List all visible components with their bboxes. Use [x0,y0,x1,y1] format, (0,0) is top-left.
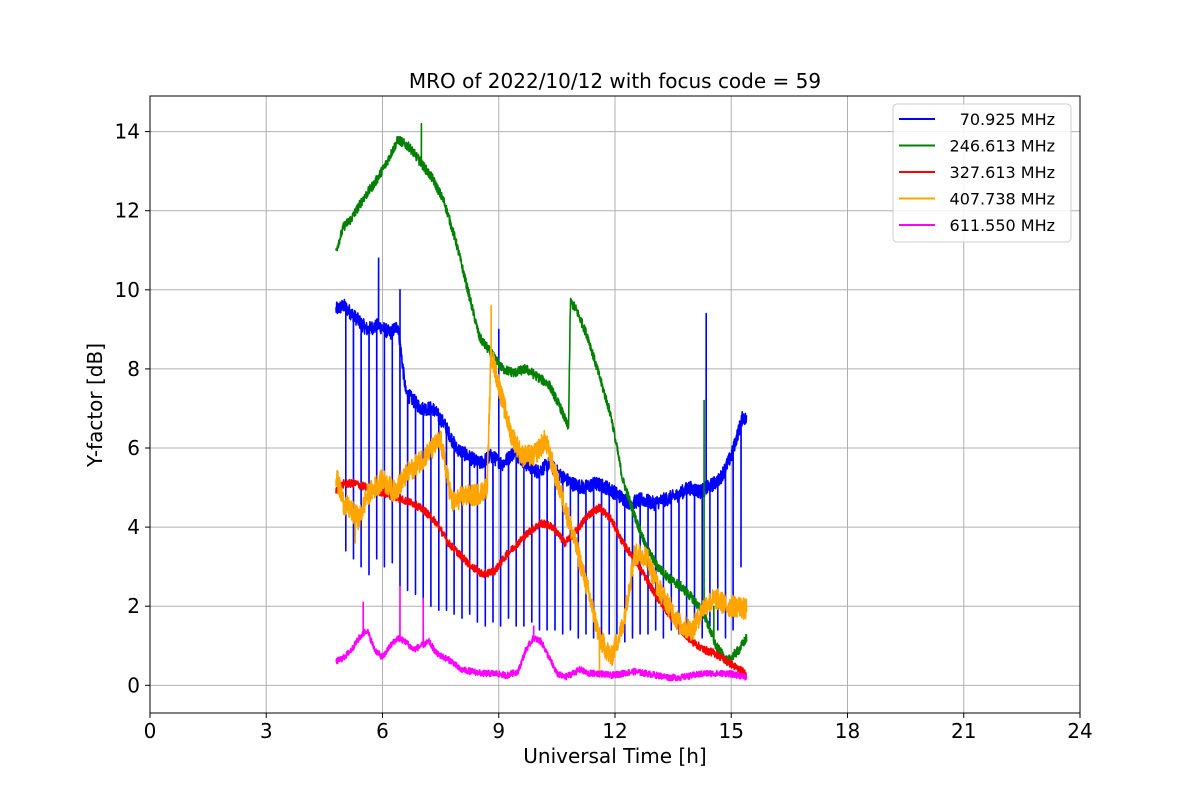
y-tick-label: 2 [127,594,140,618]
series-line-0 [335,257,748,643]
series [335,122,748,682]
y-tick-label: 8 [127,357,140,381]
series-line-1 [335,122,748,667]
legend: 70.925 MHz 246.613 MHz 327.613 MHz 407.738 … [892,103,1072,243]
x-tick-label: 0 [144,719,157,743]
chart-title: MRO of 2022/10/12 with focus code = 59 [409,69,821,93]
y-tick-label: 4 [127,515,140,539]
y-tick-label: 12 [115,199,140,223]
y-tick-label: 6 [127,436,140,460]
legend-label: 70.925 MHz [960,110,1055,129]
x-axis-label: Universal Time [h] [523,744,706,768]
legend-label: 327.613 MHz [950,163,1055,182]
x-tick-label: 21 [951,719,976,743]
legend-label: 407.738 MHz [950,190,1055,209]
legend-label: 611.550 MHz [950,216,1055,235]
y-tick-label: 14 [115,120,140,144]
x-tick-label: 12 [602,719,627,743]
x-tick-label: 18 [835,719,860,743]
legend-label: 246.613 MHz [950,137,1055,156]
plot-frame [149,95,1081,714]
x-tick-label: 3 [260,719,273,743]
x-tick-label: 15 [719,719,744,743]
legend-box [892,103,1072,243]
series-line-4 [335,585,748,682]
y-tick-label: 10 [115,278,140,302]
x-tick-label: 6 [376,719,389,743]
y-tick-label: 0 [127,673,140,697]
x-tick-label: 9 [492,719,505,743]
series-line-3 [335,304,748,679]
x-tick-label: 24 [1067,719,1092,743]
y-axis-label: Y-factor [dB] [83,343,107,468]
series-line-2 [335,478,748,677]
